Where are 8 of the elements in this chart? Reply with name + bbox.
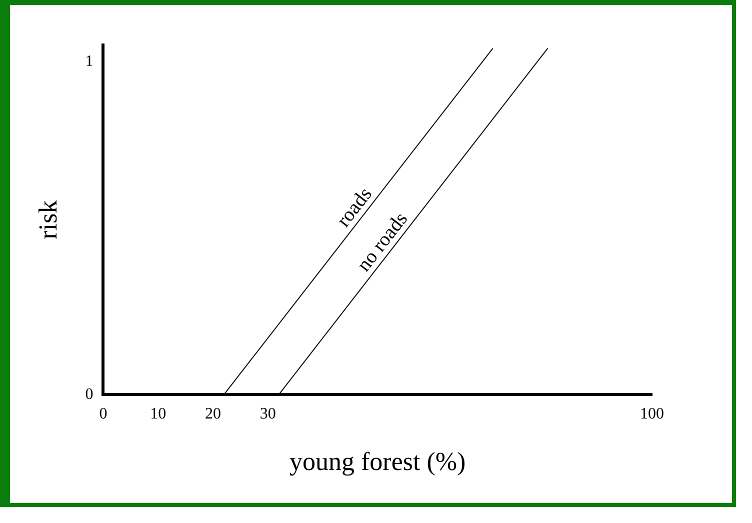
x-axis-title: young forest (%) bbox=[290, 447, 466, 476]
y-tick-label: 1 bbox=[85, 52, 94, 70]
x-tick-label: 0 bbox=[99, 405, 108, 422]
y-axis-title: risk bbox=[33, 200, 62, 240]
x-tick-label: 100 bbox=[640, 405, 664, 422]
x-tick-label: 20 bbox=[204, 405, 221, 422]
x-tick-label: 10 bbox=[150, 405, 166, 422]
x-tick-label: 30 bbox=[260, 405, 276, 422]
